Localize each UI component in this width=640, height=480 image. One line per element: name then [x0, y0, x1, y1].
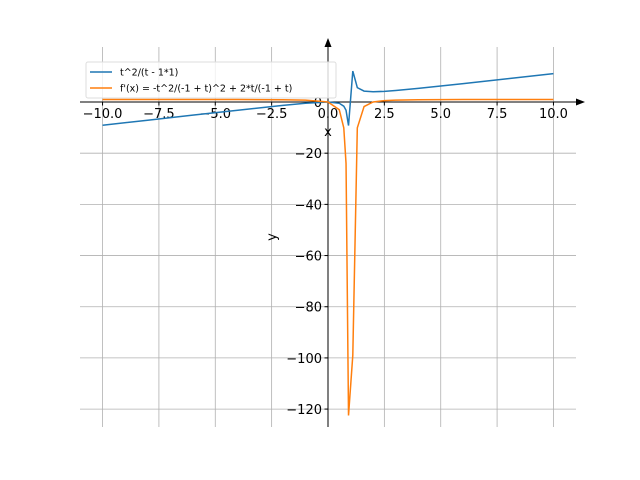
x-tick-label: 5.0 — [430, 107, 451, 122]
x-tick-label: −2.5 — [256, 107, 288, 122]
y-tick-label: −20 — [295, 147, 322, 162]
x-arrow — [576, 98, 585, 106]
series-line — [102, 98, 554, 416]
y-arrow — [324, 38, 332, 47]
x-tick-label: −5.0 — [199, 107, 231, 122]
y-tick-label: 0 — [314, 96, 322, 111]
legend: t^2/(t - 1*1) f'(x) = -t^2/(-1 + t)^2 + 2… — [85, 61, 337, 99]
x-tick-label: 0.0 — [318, 107, 339, 122]
x-axis-label: x — [324, 125, 332, 140]
legend-box — [85, 61, 337, 99]
x-tick-label: −10.0 — [83, 107, 123, 122]
y-tick-label: −100 — [286, 352, 322, 367]
legend-label: t^2/(t - 1*1) — [120, 68, 178, 79]
legend-label: f'(x) = -t^2/(-1 + t)^2 + 2*t/(-1 + t) — [120, 84, 292, 95]
x-tick-label: 7.5 — [487, 107, 508, 122]
series-line — [102, 70, 554, 127]
y-tick-label: −40 — [295, 198, 322, 213]
x-tick-label: 10.0 — [539, 107, 568, 122]
x-tick-label: 2.5 — [374, 107, 395, 122]
y-tick-label: −120 — [286, 403, 322, 418]
y-tick-label: −60 — [295, 250, 322, 265]
y-tick-label: −80 — [295, 301, 322, 316]
y-axis-label: y — [265, 233, 280, 241]
